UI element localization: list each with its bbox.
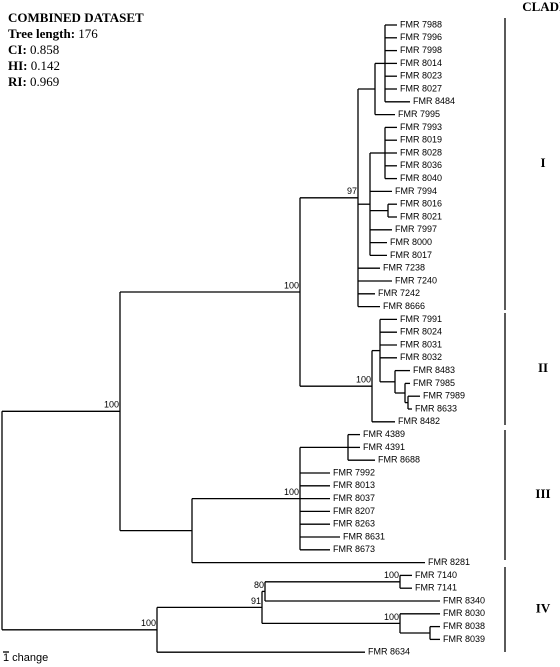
taxon-label: FMR 8016 (400, 199, 442, 209)
stat-label: CI: (8, 42, 27, 57)
support-value: 100 (384, 570, 399, 580)
taxon-label: FMR 7141 (415, 583, 457, 593)
support-value: 100 (356, 375, 371, 385)
taxon-label: FMR 7988 (400, 19, 442, 29)
taxon-label: FMR 7985 (413, 378, 455, 388)
taxon-label: FMR 8000 (390, 237, 432, 247)
taxon-label: FMR 8037 (333, 493, 375, 503)
support-value: 91 (251, 596, 261, 606)
taxon-label: FMR 8024 (400, 327, 442, 337)
support-value: 100 (284, 280, 299, 290)
taxon-label: FMR 7998 (400, 45, 442, 55)
stat-value: 0.142 (30, 58, 60, 73)
taxon-label: FMR 8027 (400, 83, 442, 93)
taxon-label: FMR 7140 (415, 570, 457, 580)
stat-label: Tree length: (8, 26, 76, 41)
taxon-label: FMR 8631 (343, 531, 385, 541)
taxon-label: FMR 8040 (400, 173, 442, 183)
taxon-label: FMR 8207 (333, 506, 375, 516)
support-value: 100 (284, 487, 299, 497)
taxon-label: FMR 8634 (368, 647, 410, 657)
taxon-label: FMR 8030 (443, 608, 485, 618)
taxon-label: FMR 8019 (400, 135, 442, 145)
taxon-label: FMR 7994 (395, 186, 437, 196)
taxon-label: FMR 7995 (398, 109, 440, 119)
taxon-label: FMR 8038 (443, 621, 485, 631)
taxon-label: FMR 8023 (400, 71, 442, 81)
taxon-label: FMR 7238 (383, 263, 425, 273)
clade-heading: CLADE (522, 0, 560, 14)
taxon-label: FMR 8032 (400, 352, 442, 362)
stat-label: HI: (8, 58, 28, 73)
header: COMBINED DATASET Tree length: 176 CI: 0.8… (8, 10, 144, 90)
stat-value: 0.858 (30, 42, 60, 57)
taxon-label: FMR 4389 (363, 429, 405, 439)
taxon-label: FMR 8633 (415, 403, 457, 413)
taxon-label: FMR 8483 (413, 365, 455, 375)
support-value: 100 (104, 400, 119, 410)
clade-label: I (540, 155, 545, 170)
support-value: 97 (347, 186, 357, 196)
stat: RI: 0.969 (8, 74, 144, 90)
taxon-label: FMR 8036 (400, 160, 442, 170)
stat-value: 0.969 (30, 74, 60, 89)
taxon-label: FMR 7996 (400, 32, 442, 42)
taxon-label: FMR 8028 (400, 147, 442, 157)
taxon-label: FMR 8013 (333, 480, 375, 490)
taxon-label: FMR 8039 (443, 634, 485, 644)
stat: HI: 0.142 (8, 58, 144, 74)
taxon-label: FMR 8021 (400, 211, 442, 221)
taxon-label: FMR 7989 (423, 391, 465, 401)
taxon-label: FMR 4391 (363, 442, 405, 452)
support-value: 80 (254, 580, 264, 590)
taxon-label: FMR 7993 (400, 122, 442, 132)
stat-value: 176 (78, 26, 98, 41)
clade-label: IV (536, 600, 551, 615)
scale-label: 1 change (3, 652, 48, 664)
taxon-label: FMR 8666 (383, 301, 425, 311)
taxon-label: FMR 7240 (395, 275, 437, 285)
taxon-label: FMR 8484 (413, 96, 455, 106)
taxon-label: FMR 8673 (333, 544, 375, 554)
taxon-label: FMR 8017 (390, 250, 432, 260)
support-value: 100 (384, 612, 399, 622)
taxon-label: FMR 7997 (395, 224, 437, 234)
taxon-label: FMR 8482 (398, 416, 440, 426)
taxon-label: FMR 8340 (443, 595, 485, 605)
clade-label: III (535, 486, 550, 501)
taxon-label: FMR 8031 (400, 339, 442, 349)
taxon-label: FMR 7992 (333, 467, 375, 477)
title: COMBINED DATASET (8, 10, 144, 26)
taxon-label: FMR 7991 (400, 314, 442, 324)
stat: Tree length: 176 (8, 26, 144, 42)
support-value: 100 (141, 618, 156, 628)
clade-label: II (538, 360, 548, 375)
title-text: COMBINED DATASET (8, 10, 144, 25)
stat-label: RI: (8, 74, 27, 89)
stat: CI: 0.858 (8, 42, 144, 58)
taxon-label: FMR 8014 (400, 58, 442, 68)
taxon-label: FMR 8281 (428, 557, 470, 567)
taxon-label: FMR 7242 (378, 288, 420, 298)
taxon-label: FMR 8263 (333, 519, 375, 529)
taxon-label: FMR 8688 (378, 455, 420, 465)
